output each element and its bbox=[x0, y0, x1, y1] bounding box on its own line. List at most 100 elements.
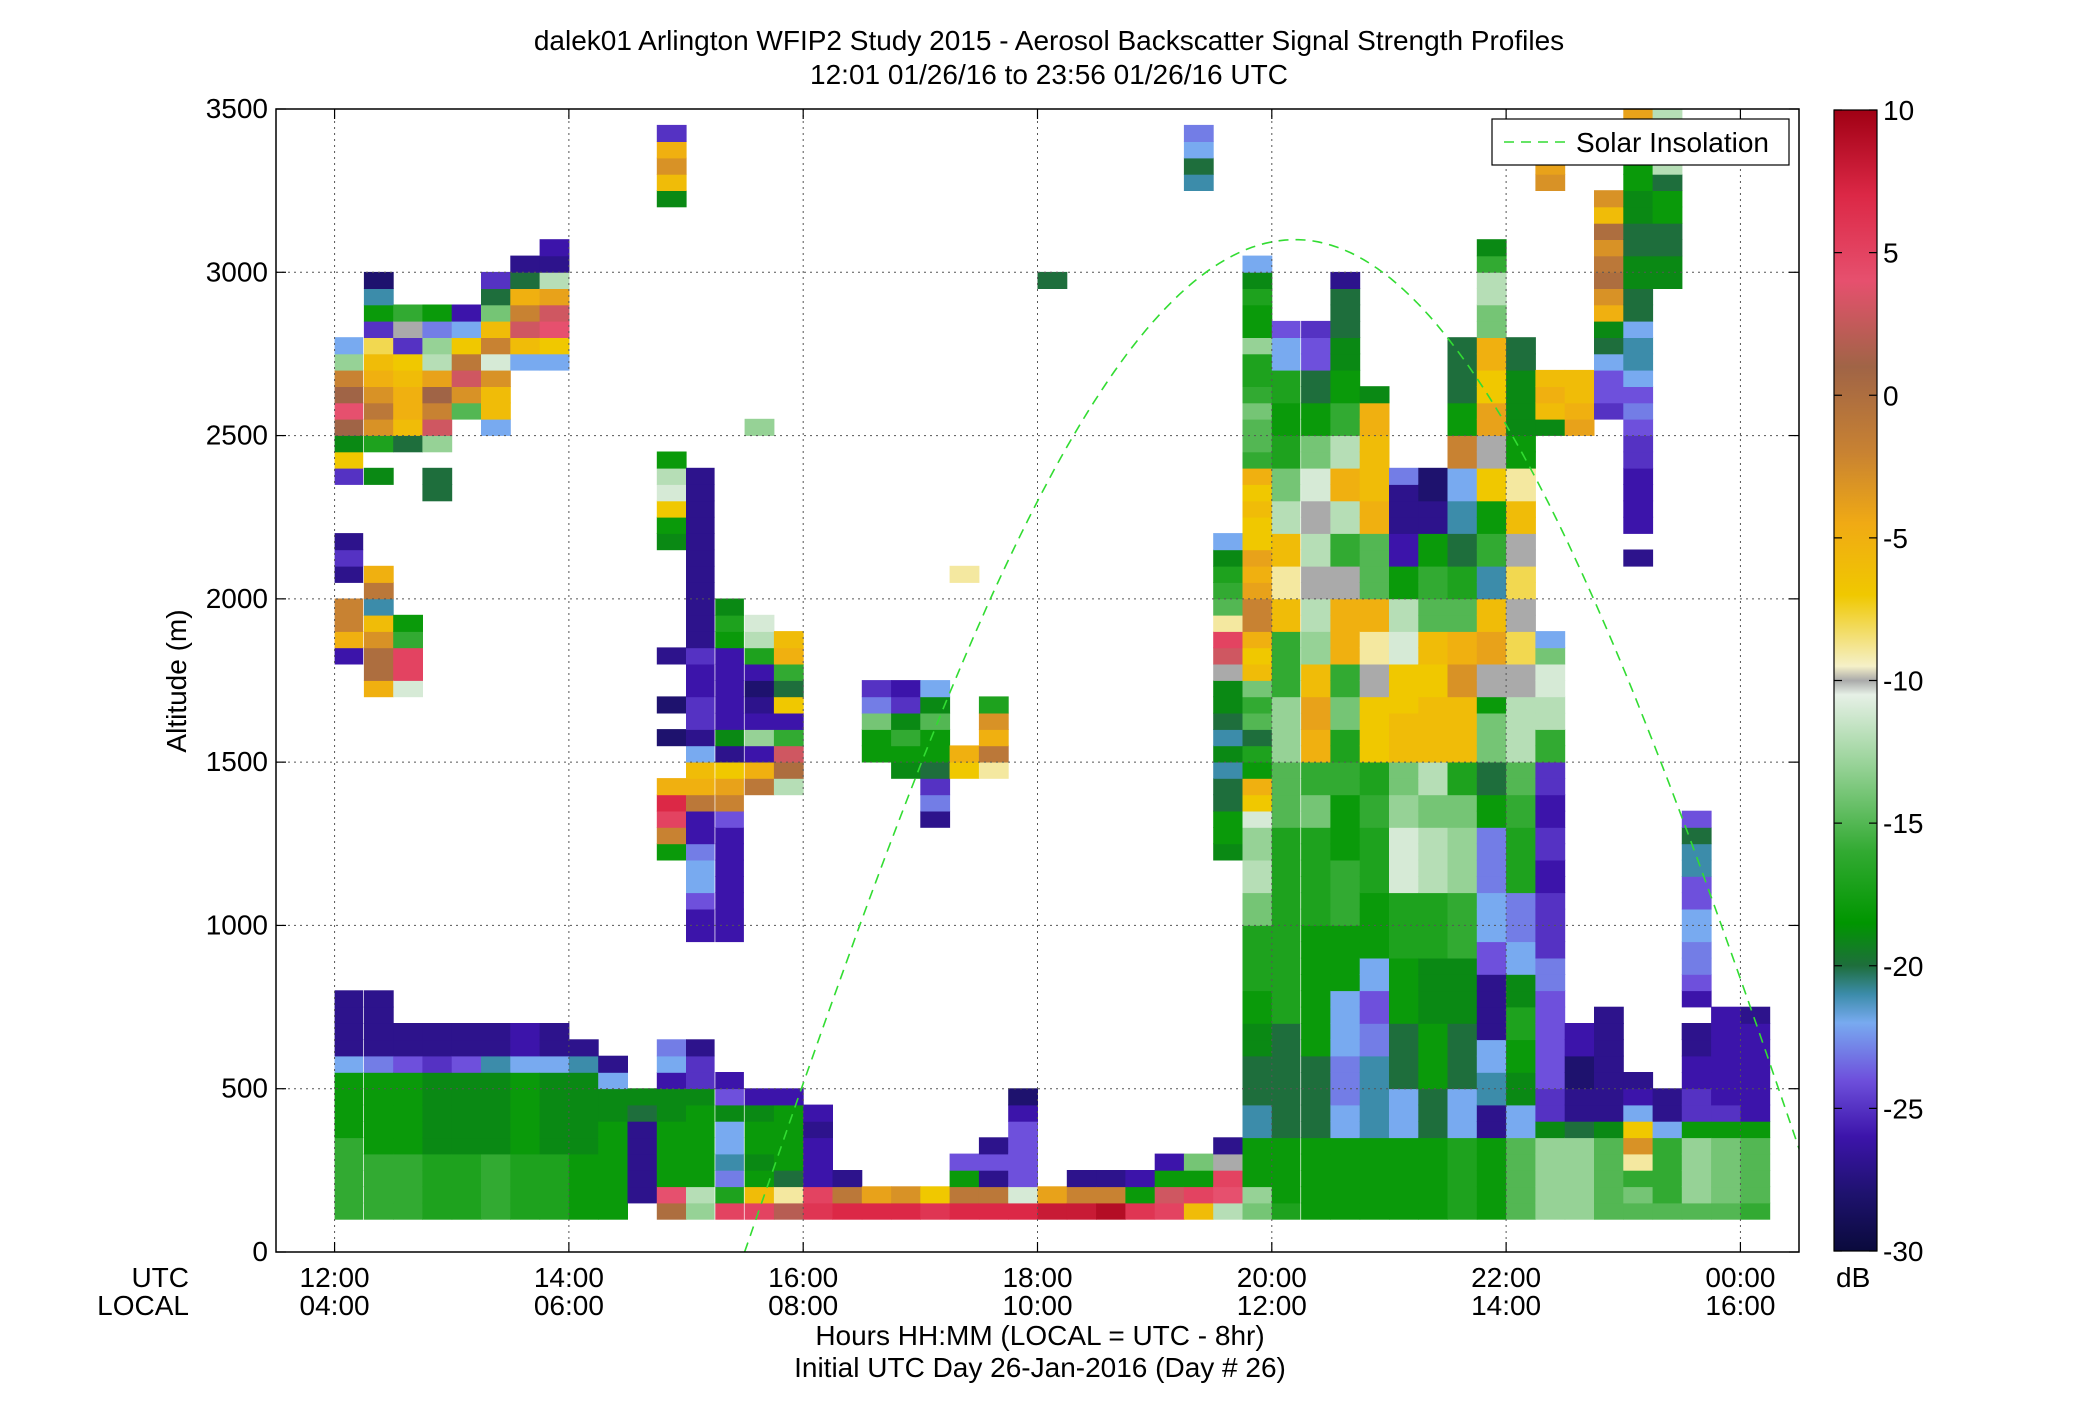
heatmap-cell bbox=[1476, 582, 1507, 600]
heatmap-cell bbox=[1476, 418, 1507, 436]
heatmap-cell bbox=[598, 1137, 628, 1155]
heatmap-cell bbox=[422, 1104, 453, 1122]
heatmap-cell bbox=[1594, 386, 1624, 404]
heatmap-cell bbox=[715, 680, 744, 698]
heatmap-cell bbox=[1330, 353, 1361, 371]
heatmap-cell bbox=[1301, 908, 1331, 926]
heatmap-cell bbox=[422, 1170, 453, 1188]
heatmap-cell bbox=[1681, 1088, 1712, 1106]
heatmap-cell bbox=[1652, 255, 1683, 273]
heatmap-cell bbox=[510, 1186, 541, 1204]
heatmap-cell bbox=[1330, 1153, 1361, 1171]
heatmap-cell bbox=[1447, 712, 1478, 730]
heatmap-cell bbox=[1447, 549, 1478, 567]
heatmap-cell bbox=[686, 647, 715, 665]
heatmap-cell bbox=[1476, 271, 1507, 289]
heatmap-cell bbox=[1359, 1055, 1390, 1073]
heatmap-cell bbox=[1359, 565, 1390, 583]
heatmap-cell bbox=[1301, 680, 1331, 698]
heatmap-cell bbox=[1476, 1023, 1507, 1041]
heatmap-cell bbox=[481, 402, 511, 420]
heatmap-cell bbox=[1271, 631, 1301, 649]
heatmap-cell bbox=[686, 1104, 715, 1122]
heatmap-cell bbox=[1271, 680, 1301, 698]
heatmap-cell bbox=[1389, 598, 1419, 616]
heatmap-cell bbox=[1594, 1023, 1624, 1041]
heatmap-cell bbox=[1301, 1170, 1331, 1188]
heatmap-cell bbox=[1389, 647, 1419, 665]
heatmap-cell bbox=[744, 745, 775, 763]
heatmap-cell bbox=[393, 631, 423, 649]
heatmap-cell bbox=[1535, 1072, 1566, 1090]
heatmap-cell bbox=[1183, 124, 1214, 142]
heatmap-cell bbox=[656, 141, 687, 159]
heatmap-cell bbox=[539, 353, 570, 371]
heatmap-cell bbox=[1213, 827, 1243, 845]
heatmap-cell bbox=[1447, 1055, 1478, 1073]
heatmap-cell bbox=[1301, 941, 1331, 959]
heatmap-cell bbox=[1681, 1039, 1712, 1057]
heatmap-cell bbox=[1476, 549, 1507, 567]
heatmap-cell bbox=[656, 516, 687, 534]
heatmap-cell bbox=[1418, 990, 1449, 1008]
heatmap-cell bbox=[1183, 1186, 1214, 1204]
x-tick-label-local: 08:00 bbox=[768, 1290, 838, 1321]
heatmap-cell bbox=[1447, 500, 1478, 518]
x-axis-label: Hours HH:MM (LOCAL = UTC - 8hr) bbox=[815, 1320, 1264, 1351]
heatmap-cell bbox=[481, 386, 511, 404]
heatmap-cell bbox=[686, 843, 715, 861]
heatmap-cell bbox=[1330, 1202, 1361, 1220]
heatmap-cell bbox=[1271, 435, 1301, 453]
heatmap-cell bbox=[1535, 843, 1566, 861]
heatmap-cell bbox=[1359, 827, 1390, 845]
heatmap-cell bbox=[481, 369, 511, 387]
heatmap-cell bbox=[1447, 990, 1478, 1008]
heatmap-cell bbox=[1418, 925, 1449, 943]
x-axis-ticks: 12:0004:0014:0006:0016:0008:0018:0010:00… bbox=[300, 109, 1775, 1321]
heatmap-cell bbox=[1447, 418, 1478, 436]
heatmap-cell bbox=[1213, 778, 1243, 796]
heatmap-cell bbox=[1535, 1137, 1566, 1155]
heatmap-cell bbox=[1740, 1137, 1771, 1155]
heatmap-cell bbox=[1008, 1137, 1038, 1155]
heatmap-cell bbox=[1652, 271, 1683, 289]
heatmap-cell bbox=[1389, 582, 1419, 600]
heatmap-cell bbox=[363, 680, 394, 698]
heatmap-cell bbox=[1476, 974, 1507, 992]
heatmap-cell bbox=[1330, 288, 1361, 306]
heatmap-cell bbox=[1301, 696, 1331, 714]
heatmap-cell bbox=[1447, 1006, 1478, 1024]
heatmap-cell bbox=[1242, 369, 1273, 387]
x-tick-label-local: 04:00 bbox=[300, 1290, 370, 1321]
heatmap-cell bbox=[803, 1202, 833, 1220]
heatmap-cell bbox=[1301, 1186, 1331, 1204]
y-tick-label: 1500 bbox=[206, 746, 268, 777]
heatmap-cell bbox=[422, 369, 453, 387]
colorbar-tick-label: -30 bbox=[1883, 1236, 1923, 1267]
heatmap-cell bbox=[1681, 1153, 1712, 1171]
heatmap-cell bbox=[1681, 974, 1712, 992]
heatmap-cell bbox=[773, 1186, 804, 1204]
heatmap-cell bbox=[1271, 549, 1301, 567]
heatmap-cell bbox=[1271, 729, 1301, 747]
heatmap-cell bbox=[1711, 1039, 1741, 1057]
heatmap-cell bbox=[715, 1153, 744, 1171]
heatmap-cell bbox=[393, 337, 423, 355]
heatmap-cell bbox=[686, 745, 715, 763]
heatmap-cell bbox=[363, 1153, 394, 1171]
heatmap-cell bbox=[1623, 239, 1654, 257]
heatmap-cell bbox=[1242, 631, 1273, 649]
heatmap-cell bbox=[1535, 1006, 1566, 1024]
heatmap-cell bbox=[1476, 696, 1507, 714]
heatmap-cell bbox=[1506, 565, 1536, 583]
heatmap-cell bbox=[1301, 1055, 1331, 1073]
heatmap-cell bbox=[1242, 288, 1273, 306]
heatmap-cell bbox=[1301, 663, 1331, 681]
heatmap-cell bbox=[1242, 908, 1273, 926]
heatmap-cell bbox=[1535, 1023, 1566, 1041]
heatmap-cell bbox=[1301, 1023, 1331, 1041]
heatmap-cell bbox=[1447, 876, 1478, 894]
heatmap-cell bbox=[1242, 271, 1273, 289]
heatmap-cell bbox=[481, 1186, 511, 1204]
heatmap-cell bbox=[1623, 173, 1654, 191]
